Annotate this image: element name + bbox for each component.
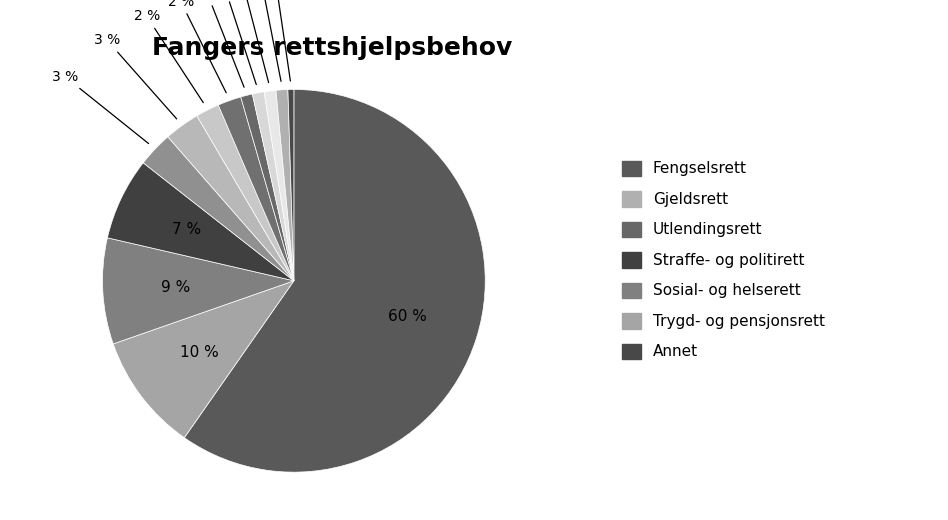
Text: 60 %: 60 % [388, 309, 427, 324]
Wedge shape [184, 89, 485, 472]
Text: 2 %: 2 % [168, 0, 227, 93]
Wedge shape [107, 163, 294, 281]
Text: 3 %: 3 % [52, 70, 149, 144]
Text: 1 %: 1 % [249, 0, 281, 81]
Legend: Fengselsrett, Gjeldsrett, Utlendingsrett, Straffe- og politirett, Sosial- og hel: Fengselsrett, Gjeldsrett, Utlendingsrett… [623, 161, 825, 359]
Wedge shape [276, 89, 294, 281]
Text: 0 %: 0 % [263, 0, 290, 81]
Wedge shape [113, 281, 294, 438]
Wedge shape [143, 137, 294, 281]
Text: 10 %: 10 % [180, 345, 219, 360]
Wedge shape [197, 105, 294, 281]
Wedge shape [168, 116, 294, 281]
Text: 1 %: 1 % [212, 0, 256, 85]
Wedge shape [288, 89, 294, 281]
Text: 9 %: 9 % [161, 280, 190, 295]
Wedge shape [252, 92, 294, 281]
Text: 1 %: 1 % [194, 0, 244, 87]
Text: 1 %: 1 % [230, 0, 268, 83]
Text: 2 %: 2 % [134, 9, 203, 102]
Text: 7 %: 7 % [173, 222, 201, 237]
Text: 3 %: 3 % [94, 33, 176, 119]
Wedge shape [264, 90, 294, 281]
Text: Fangers rettshjelpsbehov: Fangers rettshjelpsbehov [152, 36, 512, 60]
Wedge shape [241, 94, 294, 281]
Wedge shape [102, 238, 294, 344]
Wedge shape [218, 97, 294, 281]
